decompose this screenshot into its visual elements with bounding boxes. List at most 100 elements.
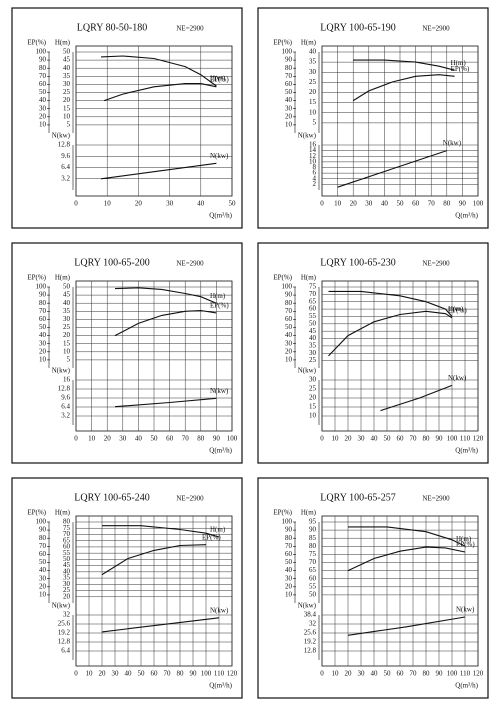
h-tick-label: 5 <box>67 121 71 129</box>
x-tick-label: 40 <box>371 670 379 678</box>
x-tick-label: 0 <box>320 435 324 443</box>
curve-label: H(m) <box>448 305 464 313</box>
ep-tick-label: 10 <box>39 121 47 129</box>
curve <box>352 74 455 102</box>
n-tick-label: 6.4 <box>61 647 70 655</box>
curve <box>348 526 466 547</box>
curve <box>102 525 220 538</box>
h-tick-label: 50 <box>63 283 71 291</box>
h-tick-label: 70 <box>309 558 317 566</box>
x-tick-label: 80 <box>443 200 451 208</box>
ep-tick-label: 20 <box>39 347 47 355</box>
curve-label: H(m) <box>456 535 472 543</box>
ep-tick-label: 70 <box>285 72 293 80</box>
curve <box>101 544 207 576</box>
ep-tick-label: 20 <box>39 112 47 120</box>
h-tick-label: 75 <box>309 550 317 558</box>
x-tick-label: 0 <box>320 670 324 678</box>
curve <box>337 150 447 188</box>
h-tick-label: 50 <box>309 591 317 599</box>
x-tick-label: 20 <box>350 200 358 208</box>
x-tick-label: 10 <box>332 435 340 443</box>
x-tick-label: 40 <box>135 435 143 443</box>
n-tick-label: 3.2 <box>61 412 70 420</box>
h-tick-label: 65 <box>309 566 317 574</box>
curve-label: N(kw) <box>210 387 229 395</box>
x-tick-label: 90 <box>190 670 198 678</box>
h-tick-label: 25 <box>309 78 317 86</box>
n-tick-label: 12.8 <box>58 385 71 393</box>
x-tick-label: 10 <box>86 670 94 678</box>
chart-title: LQRY 100-65-230 <box>320 257 395 268</box>
ep-tick-label: 60 <box>39 80 47 88</box>
h-tick-label: 45 <box>309 327 317 335</box>
curve-label: H(m) <box>210 75 226 83</box>
h-tick-label: 30 <box>309 349 317 357</box>
x-tick-label: 20 <box>345 435 353 443</box>
n-tick-label: 6.4 <box>61 163 70 171</box>
n-tick-label: 6.4 <box>61 403 70 411</box>
x-axis-label: Q(m³/h) <box>209 447 232 455</box>
curve <box>380 384 453 412</box>
x-tick-label: 80 <box>177 670 185 678</box>
ep-tick-label: 90 <box>39 56 47 64</box>
x-tick-label: 40 <box>125 670 133 678</box>
x-tick-label: 0 <box>320 200 324 208</box>
ep-tick-label: 100 <box>36 48 47 56</box>
chart-title: LQRY 100-65-257 <box>320 492 395 503</box>
ep-tick-label: 60 <box>285 80 293 88</box>
x-tick-label: 90 <box>213 435 221 443</box>
h-axis-label: H(m) <box>301 274 317 282</box>
x-tick-label: 10 <box>334 200 342 208</box>
x-tick-label: 20 <box>345 670 353 678</box>
h-tick-label: 5 <box>67 356 71 364</box>
h-tick-label: 25 <box>63 88 71 96</box>
curve <box>100 55 217 87</box>
ep-tick-label: 80 <box>39 64 47 72</box>
n-tick-label: 15 <box>309 403 317 411</box>
ep-tick-label: 90 <box>285 291 293 299</box>
h-tick-label: 35 <box>63 72 71 80</box>
n-axis-label: N(kw) <box>298 602 317 610</box>
n-tick-label: 4 <box>313 174 317 182</box>
n-tick-label: 12.8 <box>58 638 71 646</box>
ep-tick-label: 90 <box>39 526 47 534</box>
curve-label: EP(%) <box>210 302 229 310</box>
ep-tick-label: 60 <box>39 550 47 558</box>
h-tick-label: 40 <box>63 64 71 72</box>
h-tick-label: 15 <box>309 98 317 106</box>
curve <box>328 290 453 317</box>
x-axis-label: Q(m³/h) <box>455 682 478 690</box>
n-axis-label: N(kw) <box>52 367 71 375</box>
chart-note: NE=2900 <box>176 25 204 33</box>
ep-tick-label: 40 <box>39 331 47 339</box>
x-tick-label: 50 <box>229 200 237 208</box>
x-tick-label: 80 <box>197 435 205 443</box>
n-tick-label: 6 <box>313 169 317 177</box>
curve-label: N(kw) <box>448 374 467 382</box>
x-tick-label: 20 <box>135 200 143 208</box>
panel-frame <box>257 7 489 229</box>
ep-tick-label: 80 <box>39 534 47 542</box>
ep-tick-label: 50 <box>285 558 293 566</box>
h-tick-label: 50 <box>63 555 71 563</box>
ep-tick-label: 40 <box>285 331 293 339</box>
h-tick-label: 80 <box>309 542 317 550</box>
x-tick-label: 50 <box>384 670 392 678</box>
x-tick-label: 90 <box>459 200 467 208</box>
n-tick-label: 16 <box>309 141 317 149</box>
ep-tick-label: 40 <box>39 96 47 104</box>
curve <box>353 59 455 71</box>
x-tick-label: 40 <box>197 200 205 208</box>
ep-tick-label: 10 <box>39 591 47 599</box>
n-tick-label: 12.8 <box>304 647 317 655</box>
h-tick-label: 65 <box>63 536 71 544</box>
n-tick-label: 38.4 <box>304 611 317 619</box>
ep-tick-label: 70 <box>285 542 293 550</box>
ep-tick-label: 30 <box>39 574 47 582</box>
h-tick-label: 35 <box>63 307 71 315</box>
ep-tick-label: 30 <box>285 339 293 347</box>
n-tick-label: 19.2 <box>58 629 71 637</box>
ep-tick-label: 80 <box>285 299 293 307</box>
